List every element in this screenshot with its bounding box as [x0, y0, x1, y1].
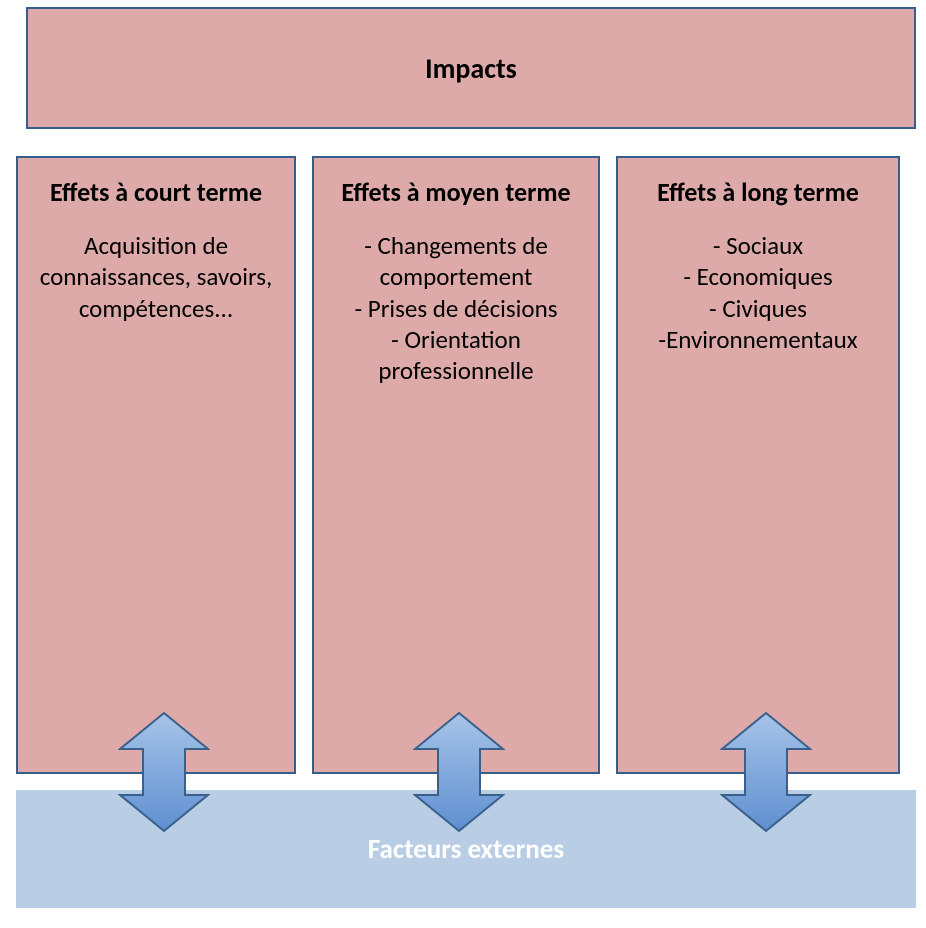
column-body-medium: - Changements de comportement - Prises d… — [324, 230, 588, 386]
column-title-short: Effets à court terme — [28, 176, 284, 208]
column-body-long: - Sociaux - Economiques - Civiques -Envi… — [628, 230, 888, 355]
double-arrow-icon-2 — [413, 711, 505, 833]
external-factors-title: Facteurs externes — [368, 833, 564, 866]
column-title-medium: Effets à moyen terme — [324, 176, 588, 208]
double-arrow-icon-1 — [118, 711, 210, 833]
impacts-box: Impacts — [26, 7, 916, 129]
column-medium-term: Effets à moyen terme - Changements de co… — [312, 156, 600, 774]
column-long-term: Effets à long terme - Sociaux - Economiq… — [616, 156, 900, 774]
column-body-short: Acquisition de connaissances, savoirs, c… — [28, 230, 284, 324]
column-short-term: Effets à court terme Acquisition de conn… — [16, 156, 296, 774]
impacts-title: Impacts — [425, 51, 517, 86]
double-arrow-icon-3 — [720, 711, 812, 833]
column-title-long: Effets à long terme — [628, 176, 888, 208]
